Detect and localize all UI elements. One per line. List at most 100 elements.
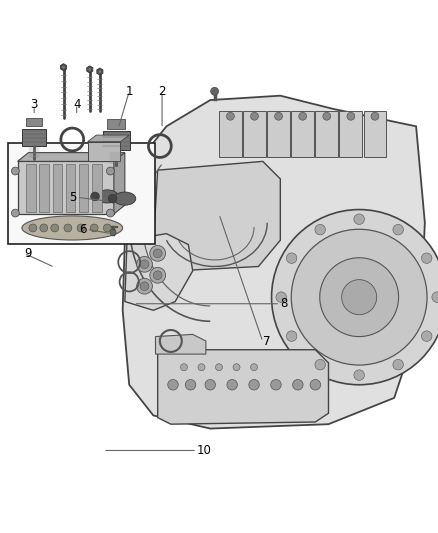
Polygon shape [87,66,93,73]
Circle shape [140,260,149,269]
Bar [8,143,155,244]
Ellipse shape [96,190,118,203]
Circle shape [91,192,99,201]
Circle shape [347,112,355,120]
Circle shape [106,167,114,175]
Bar [18,161,114,214]
Circle shape [137,278,152,294]
Circle shape [11,209,19,217]
Bar [79,165,88,212]
Bar [102,131,130,150]
Circle shape [168,379,178,390]
Circle shape [393,224,403,235]
Polygon shape [114,152,125,214]
Circle shape [432,292,438,302]
Circle shape [153,271,162,280]
Text: 9: 9 [24,247,32,260]
Circle shape [315,224,325,235]
Circle shape [226,112,234,120]
Bar [243,111,266,157]
Circle shape [286,331,297,342]
Circle shape [205,379,215,390]
Circle shape [354,370,364,381]
Bar [92,165,102,212]
Bar [267,111,290,157]
Circle shape [421,253,432,263]
Text: 8: 8 [280,297,288,310]
Bar [315,111,338,157]
Circle shape [299,112,307,120]
Text: 2: 2 [158,85,166,98]
Circle shape [251,364,258,371]
Circle shape [211,87,219,95]
Polygon shape [88,135,129,142]
Circle shape [276,292,286,302]
Circle shape [251,112,258,120]
Circle shape [198,364,205,371]
Bar [339,111,362,157]
Polygon shape [60,64,67,71]
Ellipse shape [114,192,136,205]
Bar [53,165,62,212]
Circle shape [140,282,149,290]
Circle shape [354,214,364,224]
Circle shape [110,229,116,236]
Ellipse shape [22,216,123,240]
Bar [88,142,120,161]
Circle shape [393,359,403,370]
Text: 4: 4 [73,98,81,111]
Circle shape [215,364,223,371]
Polygon shape [158,350,328,424]
Circle shape [291,229,427,365]
Circle shape [315,359,325,370]
Circle shape [77,224,85,232]
Circle shape [40,224,48,232]
Text: 6: 6 [79,223,87,236]
Circle shape [233,364,240,371]
Circle shape [88,68,92,71]
Circle shape [29,224,37,232]
Text: 10: 10 [197,444,212,457]
Circle shape [371,112,379,120]
Circle shape [286,253,297,263]
Circle shape [185,379,196,390]
Circle shape [150,268,166,283]
Bar [26,165,36,212]
Circle shape [180,364,187,371]
Circle shape [108,194,117,203]
Circle shape [421,331,432,342]
Bar [291,111,314,157]
Circle shape [51,224,59,232]
Circle shape [153,249,162,258]
Circle shape [310,379,321,390]
Polygon shape [18,152,125,161]
Circle shape [272,209,438,385]
Text: 3: 3 [31,98,38,111]
Polygon shape [97,68,103,75]
Bar [364,111,386,157]
Circle shape [271,379,281,390]
Text: 1: 1 [125,85,133,98]
Circle shape [103,224,111,232]
Bar [39,165,49,212]
Circle shape [137,256,152,272]
Text: 5: 5 [69,191,77,204]
Circle shape [11,167,19,175]
Polygon shape [125,233,193,310]
Bar [26,118,42,126]
Circle shape [227,379,237,390]
Polygon shape [155,334,206,354]
Circle shape [106,209,114,217]
Bar [219,111,242,157]
Polygon shape [153,161,280,271]
Bar [22,128,46,146]
Text: 7: 7 [263,335,270,349]
Circle shape [320,258,399,336]
Bar [107,119,125,129]
Circle shape [323,112,331,120]
Circle shape [90,224,98,232]
Bar [66,165,75,212]
Circle shape [150,246,166,261]
Circle shape [342,280,377,314]
Circle shape [98,70,102,74]
